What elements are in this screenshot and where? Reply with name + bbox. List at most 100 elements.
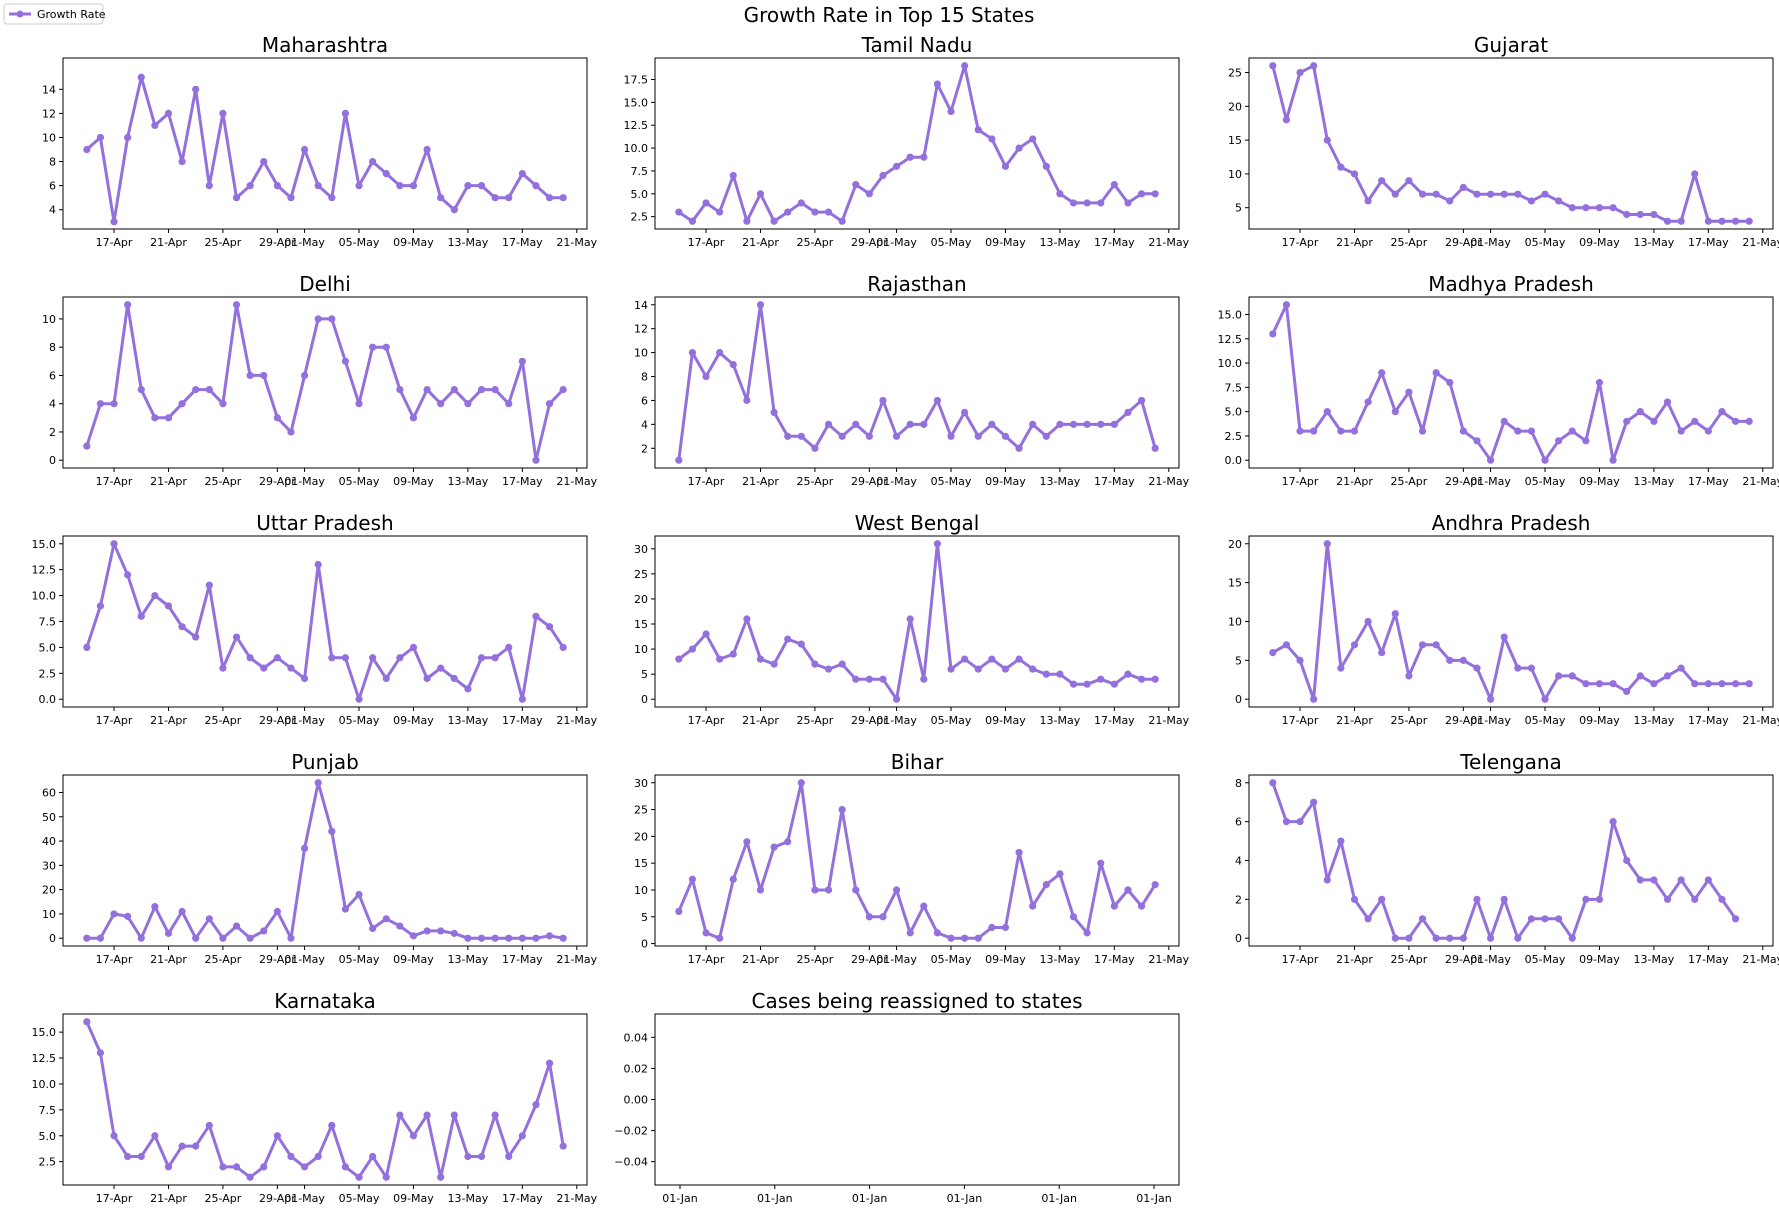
- x-tick-label: 05-May: [931, 714, 972, 727]
- y-tick-label: 12: [42, 107, 56, 120]
- data-point: [1514, 664, 1522, 672]
- x-tick-label: 13-May: [1634, 475, 1675, 488]
- x-tick-label: 21-May: [1148, 953, 1189, 966]
- x-tick-label: 01-May: [876, 714, 917, 727]
- data-point: [437, 400, 445, 408]
- y-tick-label: −0.02: [614, 1125, 648, 1138]
- y-tick-label: 15: [1228, 577, 1242, 590]
- data-point: [300, 844, 309, 852]
- data-point: [505, 1152, 513, 1161]
- data-point: [702, 630, 710, 638]
- x-tick-label: 01-Jan: [852, 1192, 888, 1205]
- data-point: [1378, 648, 1386, 657]
- data-point: [892, 432, 901, 440]
- data-point: [1405, 177, 1413, 185]
- data-point: [287, 1152, 295, 1161]
- data-point: [933, 396, 942, 405]
- x-tick-label: 05-May: [931, 236, 972, 249]
- y-tick-label: 2.5: [1225, 430, 1243, 443]
- data-point: [423, 385, 431, 394]
- subplot-uttar-pradesh: Uttar Pradesh 0.0 2.5 5.0 7.5 10.0 12.5 15.0 17-…: [32, 511, 598, 727]
- subplot-madhya-pradesh: Madhya Pradesh 0.0 2.5 5.0 7.5 10.0 12.5 15.0 17…: [1218, 272, 1779, 488]
- plot-frame: [62, 57, 588, 230]
- x-tick-label: 01-May: [876, 236, 917, 249]
- data-point: [164, 414, 173, 422]
- x-tick-label: 25-Apr: [797, 236, 834, 249]
- data-point: [464, 934, 472, 942]
- data-point: [505, 643, 513, 652]
- data-point: [838, 660, 846, 668]
- data-point: [824, 420, 833, 428]
- data-point: [124, 571, 132, 579]
- data-point: [1718, 680, 1726, 688]
- data-point: [532, 182, 540, 190]
- data-point: [1555, 197, 1563, 205]
- x-tick-label: 01-Jan: [947, 1192, 983, 1205]
- data-point: [1323, 540, 1331, 548]
- data-point: [1568, 204, 1576, 212]
- data-point: [559, 1142, 567, 1150]
- x-tick-label: 25-Apr: [1391, 475, 1428, 488]
- data-point: [1350, 641, 1359, 649]
- data-point: [341, 109, 350, 117]
- x-tick-label: 17-May: [1688, 475, 1729, 488]
- y-tick-label: 4: [49, 204, 56, 217]
- data-point: [505, 400, 513, 408]
- data-point: [396, 922, 404, 930]
- y-tick-label: 2.5: [39, 667, 57, 680]
- data-point: [1001, 432, 1010, 440]
- data-point: [1595, 378, 1604, 387]
- x-tick-label: 01-Jan: [1136, 1192, 1172, 1205]
- x-tick-label: 21-May: [1742, 236, 1779, 249]
- y-tick-label: 0: [49, 454, 56, 467]
- data-point: [892, 162, 901, 170]
- data-point: [246, 934, 254, 942]
- subplot-delhi: Delhi 0 2 4 6 8 10 17-Apr 21-Apr 25-Apr 29-Apr01-M…: [42, 272, 598, 488]
- data-point: [1691, 417, 1699, 425]
- data-point: [232, 301, 241, 309]
- y-tick-label: 0.00: [624, 1094, 649, 1107]
- subplot-title: Rajasthan: [867, 272, 966, 296]
- x-tick-label: 09-May: [985, 475, 1026, 488]
- x-tick-label: 13-May: [1040, 953, 1081, 966]
- data-point: [232, 194, 241, 202]
- data-point: [1623, 210, 1631, 219]
- x-tick-label: 05-May: [339, 1192, 380, 1205]
- data-point: [1704, 876, 1712, 884]
- data-point: [879, 171, 887, 180]
- x-tick-label: 09-May: [1579, 714, 1620, 727]
- data-point: [865, 913, 873, 921]
- y-tick-label: 20: [1228, 100, 1242, 113]
- data-point: [1432, 190, 1440, 198]
- x-tick-label: 09-May: [985, 953, 1026, 966]
- data-point: [1691, 170, 1699, 178]
- data-point: [1015, 144, 1023, 152]
- growth-rate-line: [85, 1021, 565, 1179]
- data-point: [1527, 427, 1536, 435]
- data-point: [1042, 881, 1050, 889]
- y-tick-label: 12: [634, 323, 648, 336]
- x-tick-label: 29-Apr: [1445, 475, 1482, 488]
- data-point: [892, 886, 901, 894]
- x-tick-label: 01-Jan: [757, 1192, 793, 1205]
- data-point: [260, 664, 268, 672]
- y-tick-label: 2.5: [631, 211, 649, 224]
- data-point: [532, 456, 540, 464]
- data-point: [1636, 672, 1644, 680]
- y-tick-label: 6: [49, 180, 56, 193]
- data-point: [83, 643, 91, 652]
- data-point: [1391, 934, 1399, 942]
- data-point: [246, 182, 254, 190]
- data-point: [1001, 162, 1010, 170]
- data-point: [729, 650, 737, 658]
- data-point: [545, 623, 554, 631]
- data-point: [423, 1111, 431, 1119]
- data-point: [1541, 190, 1549, 198]
- data-point: [1137, 190, 1146, 198]
- data-point: [1124, 886, 1132, 894]
- x-tick-label: 21-May: [556, 953, 597, 966]
- x-tick-label: 29-Apr: [259, 714, 296, 727]
- legend-label: Growth Rate: [37, 8, 106, 21]
- data-point: [1704, 427, 1712, 435]
- x-tick-label: 21-May: [1742, 714, 1779, 727]
